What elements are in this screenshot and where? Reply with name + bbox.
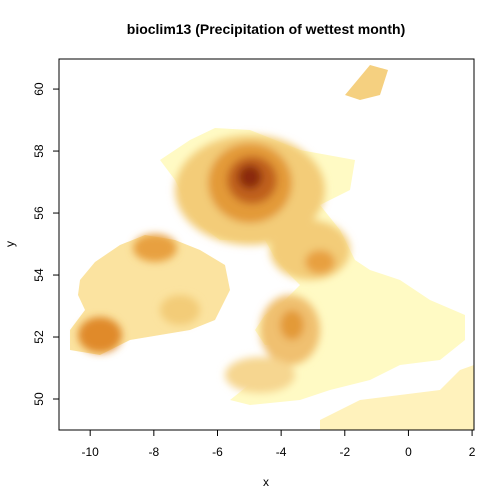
shade bbox=[238, 165, 262, 189]
france bbox=[320, 365, 474, 430]
y-axis-label: y bbox=[3, 241, 17, 247]
shetland bbox=[345, 65, 388, 100]
shade bbox=[305, 250, 335, 274]
shade bbox=[133, 234, 177, 262]
x-tick-label: -8 bbox=[149, 445, 160, 459]
x-tick-label: -2 bbox=[339, 445, 350, 459]
shade bbox=[270, 220, 350, 280]
x-tick-label: 2 bbox=[469, 445, 476, 459]
raster-map bbox=[70, 65, 474, 430]
x-axis-label: x bbox=[263, 475, 269, 489]
chart-title: bioclim13 (Precipitation of wettest mont… bbox=[127, 21, 405, 37]
x-tick-label: -4 bbox=[276, 445, 287, 459]
precip-shading bbox=[78, 135, 350, 393]
y-tick-label: 58 bbox=[32, 144, 46, 158]
x-tick-label: -6 bbox=[212, 445, 223, 459]
y-tick-label: 60 bbox=[32, 82, 46, 96]
shade bbox=[225, 357, 295, 393]
y-tick-label: 54 bbox=[32, 268, 46, 282]
x-tick-label: -10 bbox=[82, 445, 100, 459]
y-tick-label: 56 bbox=[32, 206, 46, 220]
plot-frame bbox=[58, 58, 475, 431]
y-tick-label: 52 bbox=[32, 330, 46, 344]
x-tick-label: 0 bbox=[405, 445, 412, 459]
shade bbox=[78, 317, 122, 353]
shade bbox=[280, 310, 304, 340]
y-tick-label: 50 bbox=[32, 392, 46, 406]
shade bbox=[160, 295, 200, 325]
